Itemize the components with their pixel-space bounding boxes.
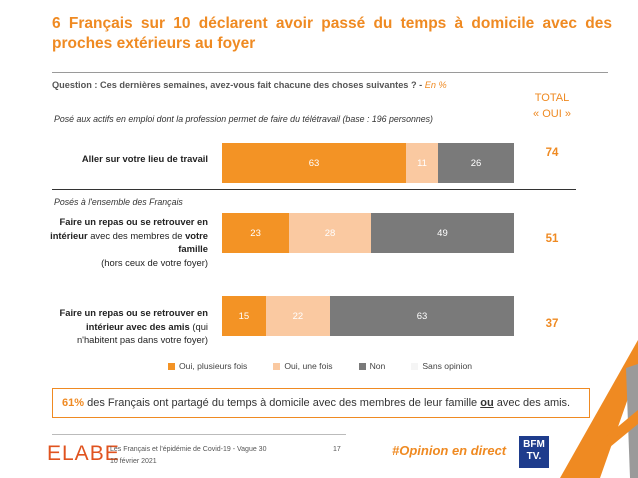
row-label-friends: Faire un repas ou se retrouver en intéri… — [46, 306, 209, 347]
bar-value-label: 23 — [250, 227, 261, 239]
total-value-friends: 37 — [545, 318, 559, 330]
page-title: 6 Français sur 10 déclarent avoir passé … — [52, 15, 612, 52]
bar-value-label: 49 — [437, 227, 448, 239]
key-finding-callout: 61% des Français ont partagé du temps à … — [52, 388, 590, 418]
row-label-family-normal: avec des membres de — [87, 229, 186, 241]
elabe-logo: ELABE — [47, 442, 120, 465]
footer-study: Les Français et l'épidémie de Covid-19 -… — [110, 446, 267, 453]
legend-swatch — [168, 362, 175, 370]
section-label-all: Posés à l'ensemble des Français — [54, 197, 183, 207]
bar-segment: 49 — [370, 213, 514, 253]
total-header-line2: « OUI » — [533, 108, 571, 120]
row-label-family-bold2: votre famille — [178, 229, 208, 255]
bar-value-label: 11 — [417, 157, 427, 169]
legend-label: Oui, une fois — [284, 361, 333, 371]
total-value-work: 74 — [545, 147, 559, 159]
bar-value-label: 28 — [324, 227, 336, 239]
bfm-line2: TV. — [526, 451, 542, 462]
question-label: Question : Ces dernières semaines, avez-… — [52, 80, 423, 90]
legend-label: Non — [369, 361, 386, 371]
bar-row-family: 23 28 49 — [222, 213, 514, 253]
footer-date: 10 février 2021 — [110, 458, 157, 465]
total-value-family: 51 — [545, 233, 559, 245]
legend-item-oui-plusieurs: Oui, plusieurs fois — [168, 361, 247, 371]
legend-item-non: Non — [358, 361, 386, 371]
total-header-line1: TOTAL — [534, 92, 570, 104]
row-label-family-paren: (hors ceux de votre foyer) — [101, 256, 208, 268]
bfm-line1: BFM — [523, 439, 545, 450]
section-label-teleworkers: Posé aux actifs en emploi dont la profes… — [54, 114, 433, 124]
bar-segment: 15 — [222, 296, 266, 336]
row-label-work-text: Aller sur votre lieu de travail — [81, 153, 208, 164]
section-divider — [52, 189, 576, 190]
bar-row-work: 63 11 26 — [222, 143, 514, 183]
bar-segment: 11 — [405, 143, 439, 183]
footer-divider — [52, 434, 346, 435]
bar-segment: 63 — [222, 143, 406, 183]
row-label-work: Aller sur votre lieu de travail — [82, 152, 208, 166]
page-number: 17 — [333, 446, 341, 453]
legend-swatch — [358, 362, 366, 370]
bar-value-label: 26 — [470, 157, 482, 169]
callout-text-after: avec des amis. — [493, 397, 571, 409]
bar-value-label: 63 — [416, 310, 428, 322]
legend-swatch — [273, 362, 281, 370]
bar-segment: 23 — [222, 213, 290, 253]
bar-value-label: 22 — [292, 310, 304, 322]
bar-segment: 28 — [289, 213, 371, 253]
callout-text-before: des Français ont partagé du temps à domi… — [84, 397, 481, 409]
decorative-a-shape — [560, 340, 638, 478]
bar-segment: 63 — [330, 296, 514, 336]
row-label-friends-normal: (qui n'habitent pas dans votre foyer) — [76, 320, 208, 346]
row-label-family-bold: Faire un repas ou se retrouver en intéri… — [50, 216, 208, 241]
bar-value-label: 63 — [308, 157, 320, 169]
legend-item-sans-opinion: Sans opinion — [411, 361, 472, 371]
row-label-family: Faire un repas ou se retrouver en intéri… — [48, 215, 208, 269]
total-header: TOTAL « OUI » — [520, 90, 584, 122]
question-unit: En % — [424, 80, 447, 90]
bar-segment: 22 — [265, 296, 331, 336]
legend-swatch — [411, 362, 419, 370]
legend-item-oui-une: Oui, une fois — [273, 361, 333, 371]
callout-percent: 61% — [62, 397, 85, 409]
legend-label: Sans opinion — [422, 361, 473, 371]
bar-value-label: 15 — [238, 310, 250, 322]
callout-underlined: ou — [480, 397, 494, 409]
legend-label: Oui, plusieurs fois — [179, 361, 248, 371]
bfmtv-logo: BFM TV. — [519, 436, 549, 468]
chart-legend: Oui, plusieurs fois Oui, une fois Non Sa… — [168, 361, 472, 371]
row-label-friends-bold: Faire un repas ou se retrouver en intéri… — [59, 307, 209, 332]
bar-row-friends: 15 22 63 — [222, 296, 514, 336]
question-text: Question : Ces dernières semaines, avez-… — [52, 80, 447, 90]
title-divider — [52, 72, 608, 73]
bar-segment: 26 — [438, 143, 514, 183]
hashtag: #Opinion en direct — [392, 443, 507, 458]
